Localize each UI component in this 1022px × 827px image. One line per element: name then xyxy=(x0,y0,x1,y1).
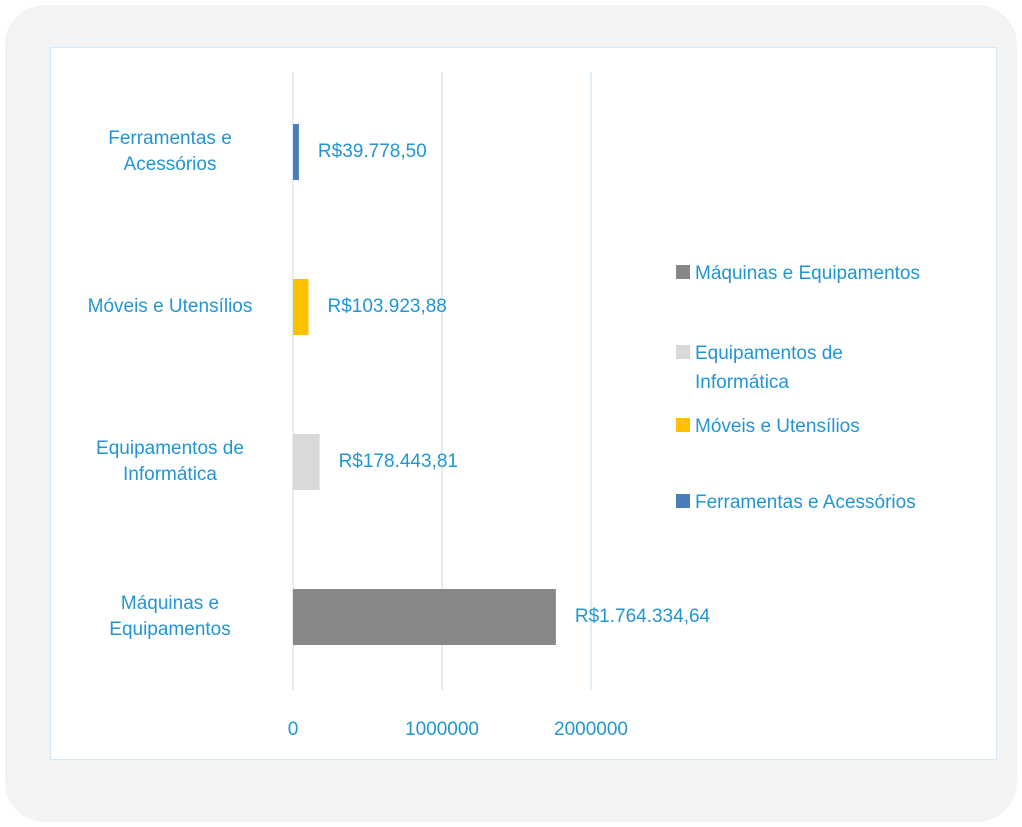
legend-swatch xyxy=(676,418,690,432)
data-label: R$39.778,50 xyxy=(317,141,427,162)
data-label: R$178.443,81 xyxy=(338,451,458,472)
bar xyxy=(293,434,320,490)
data-label: R$1.764.334,64 xyxy=(574,606,711,627)
bar xyxy=(293,124,299,180)
y-tick-label: Máquinas e Equipamentos xyxy=(109,593,231,640)
x-tick-label: 1000000 xyxy=(405,719,479,740)
x-tick-label: 0 xyxy=(287,719,299,740)
y-tick-label: Ferramentas e Acessórios xyxy=(108,128,232,175)
legend-label: Máquinas e Equipamentos xyxy=(695,263,920,284)
legend-swatch xyxy=(676,345,690,359)
bar xyxy=(293,279,309,335)
legend-swatch xyxy=(676,494,690,508)
bar xyxy=(293,589,556,645)
legend-label: Ferramentas e Acessórios xyxy=(695,492,916,513)
y-tick-label: Equipamentos de Informática xyxy=(96,438,244,485)
data-label: R$103.923,88 xyxy=(327,296,447,317)
x-tick-label: 2000000 xyxy=(554,719,628,740)
legend-label: Móveis e Utensílios xyxy=(695,416,860,437)
y-tick-label: Móveis e Utensílios xyxy=(87,296,253,317)
legend-label: Equipamentos de Informática xyxy=(695,343,843,393)
legend-swatch xyxy=(676,265,690,279)
